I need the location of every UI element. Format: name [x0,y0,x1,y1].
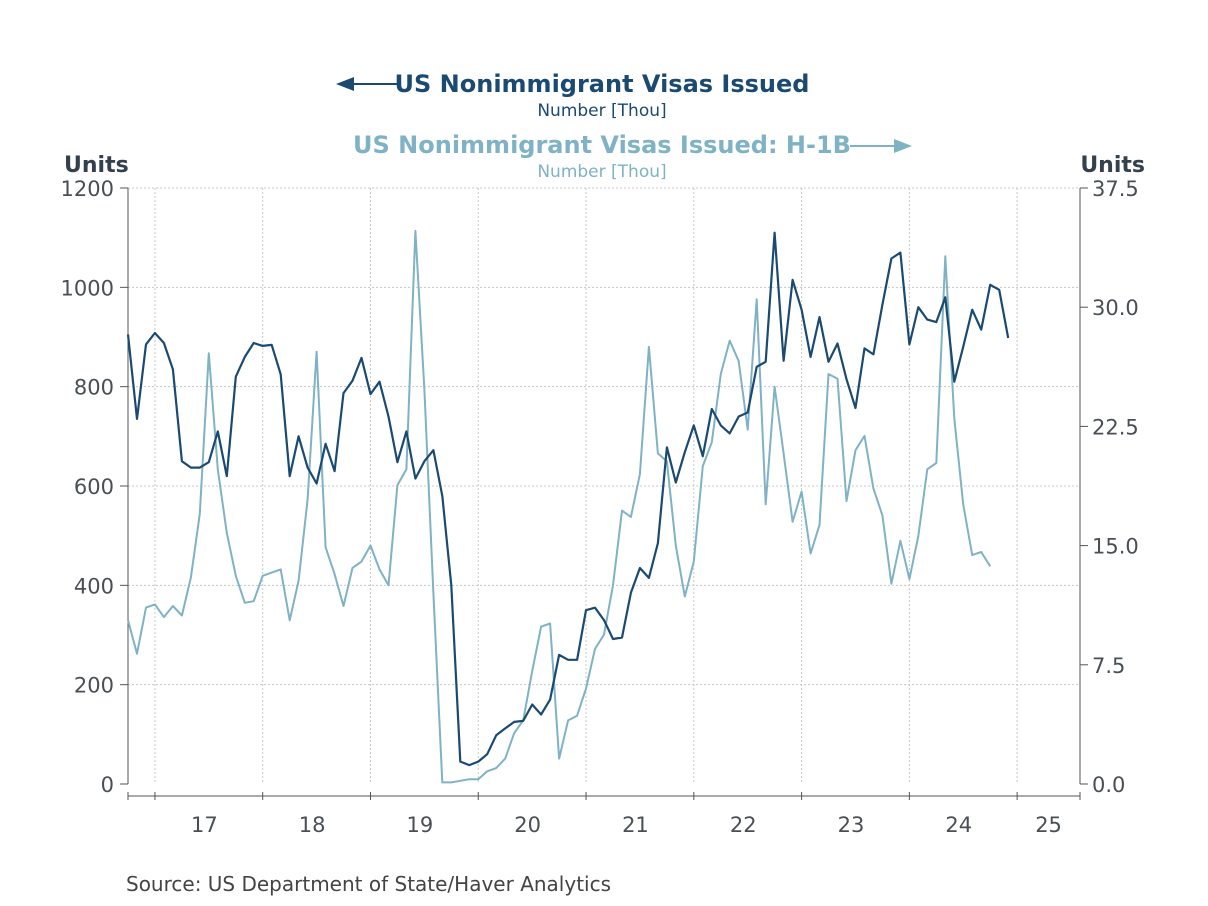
y-tick-label-right: 7.5 [1092,654,1125,678]
grid [128,187,1080,784]
y-tick-label-left: 1000 [61,276,114,300]
source-note: Source: US Department of State/Haver Ana… [126,872,611,896]
x-tick-label: 24 [945,813,972,837]
chart-subtitle-left: Number [Thou] [537,101,666,121]
series-line-h1b-visas [127,229,992,784]
x-tick-label: 22 [730,813,757,837]
chart-title-left: US Nonimmigrant Visas Issued [395,70,810,98]
legend-right: US Nonimmigrant Visas Issued: H-1B Numbe… [353,131,912,182]
y-tick-label-right: 30.0 [1092,296,1139,320]
x-tick-label: 20 [514,813,541,837]
x-tick-label: 17 [191,813,218,837]
y-tick-label-left: 800 [74,376,114,400]
series-lines [126,229,1010,784]
chart-title-right: US Nonimmigrant Visas Issued: H-1B [353,131,851,159]
y-tick-label-left: 600 [74,475,114,499]
legend-left: US Nonimmigrant Visas Issued Number [Tho… [336,70,809,121]
y-tick-label-right: 22.5 [1092,415,1139,439]
chart-subtitle-right: Number [Thou] [537,162,666,182]
series-line-nonimmigrant-visas [126,231,1010,767]
x-tick-label: 18 [299,813,326,837]
y-tick-label-left: 1200 [61,177,114,201]
y-axis-label-left: Units [64,153,129,178]
y-tick-label-left: 0 [101,773,114,797]
x-tick-label: 25 [1035,813,1062,837]
axes: 0 200 400 600 800 1000 1200 0.0 7.5 15.0 22.5 30.0 3… [61,177,1139,837]
y-tick-label-left: 200 [74,674,114,698]
legend-arrow-right-head [894,139,912,153]
x-tick-label: 21 [622,813,649,837]
x-tick-label: 19 [407,813,434,837]
y-axis-label-right: Units [1080,153,1145,178]
y-tick-label-left: 400 [74,574,114,598]
legend-arrow-left-head [336,77,354,91]
y-tick-label-right: 15.0 [1092,535,1139,559]
x-tick-label: 23 [838,813,865,837]
y-tick-label-right: 0.0 [1092,773,1125,797]
y-tick-label-right: 37.5 [1092,177,1139,201]
